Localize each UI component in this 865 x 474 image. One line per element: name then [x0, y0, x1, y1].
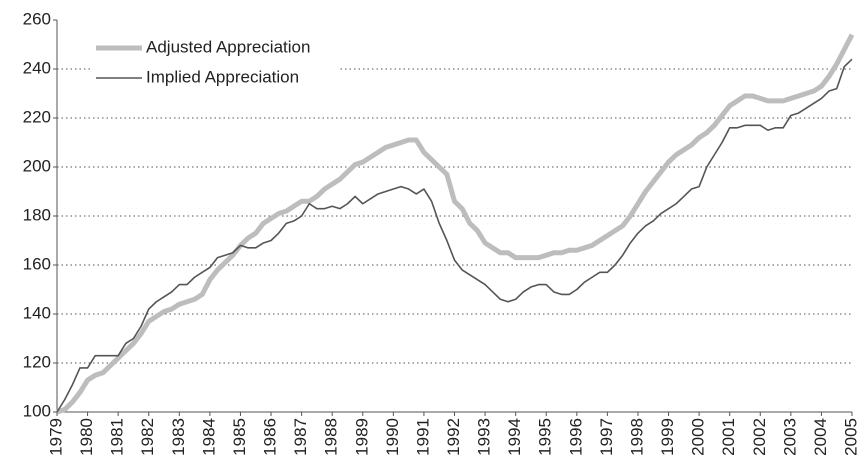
legend-box — [90, 32, 340, 98]
y-tick-label: 160 — [23, 254, 51, 273]
x-tick-label: 2004 — [811, 418, 830, 456]
x-tick-label: 2000 — [689, 418, 708, 456]
x-tick-label: 1984 — [199, 418, 218, 456]
series-line — [56, 58, 853, 413]
x-tick-label: 1998 — [627, 418, 646, 456]
x-tick-label: 2001 — [719, 418, 738, 456]
y-tick-label: 220 — [23, 107, 51, 126]
y-tick-label: 140 — [23, 303, 51, 322]
x-tick-label: 1992 — [444, 418, 463, 456]
x-tick-label: 1987 — [291, 418, 310, 456]
x-tick-label: 1997 — [597, 418, 616, 456]
x-tick-label: 1988 — [322, 418, 341, 456]
x-tick-label: 1981 — [108, 418, 127, 456]
y-tick-label: 240 — [23, 58, 51, 77]
x-tick-label: 1999 — [658, 418, 677, 456]
y-tick-label: 260 — [23, 9, 51, 28]
x-tick-label: 1993 — [475, 418, 494, 456]
x-tick-label: 1980 — [77, 418, 96, 456]
y-tick-label: 180 — [23, 205, 51, 224]
legend-label: Implied Appreciation — [146, 67, 299, 86]
x-tick-label: 1995 — [536, 418, 555, 456]
x-tick-label: 1996 — [566, 418, 585, 456]
legend-label: Adjusted Appreciation — [146, 37, 310, 56]
x-tick-label: 1985 — [230, 418, 249, 456]
x-tick-label: 2003 — [780, 418, 799, 456]
series-line — [56, 33, 855, 415]
x-tick-label: 1994 — [505, 418, 524, 456]
y-tick-label: 120 — [23, 352, 51, 371]
x-tick-label: 1989 — [352, 418, 371, 456]
x-tick-label: 2005 — [841, 418, 860, 456]
x-tick-label: 1979 — [46, 418, 65, 456]
x-tick-label: 1990 — [383, 418, 402, 456]
x-tick-label: 1982 — [138, 418, 157, 456]
x-tick-label: 1986 — [261, 418, 280, 456]
x-tick-label: 1983 — [169, 418, 188, 456]
x-tick-label: 2002 — [750, 418, 769, 456]
y-tick-label: 100 — [23, 401, 51, 420]
y-tick-label: 200 — [23, 156, 51, 175]
x-tick-label: 1991 — [413, 418, 432, 456]
